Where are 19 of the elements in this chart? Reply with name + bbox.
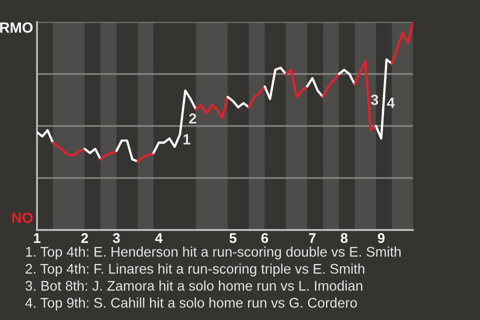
x-tick-label: 6 xyxy=(261,233,268,243)
annotation: 3 xyxy=(370,94,378,105)
x-tick-label: 5 xyxy=(230,233,236,243)
text: NO xyxy=(12,212,33,223)
text: RMO xyxy=(0,22,33,33)
text: 1. Top 4th: E. Henderson hit a run-scoring double vs E. Smith xyxy=(26,246,401,260)
x-tick-label: 8 xyxy=(340,233,348,243)
x-tick-label: 9 xyxy=(378,233,385,243)
text: 4. Top 9th: S. Cahill hit a solo home run vs G. Cordero xyxy=(25,298,357,310)
text: 3. Bot 8th: J. Zamora hit a solo home run vs L. Imodian xyxy=(26,280,362,291)
annotation: 2 xyxy=(189,113,196,124)
x-tick-label: 7 xyxy=(309,233,316,243)
x-tick-label: 1 xyxy=(34,233,40,243)
text: 2. Top 4th: F. Linares hit a run-scoring triple vs E. Smith xyxy=(26,264,364,276)
x-tick-label: 4 xyxy=(155,233,163,243)
x-tick-label: 2 xyxy=(81,233,88,243)
x-tick-label: 3 xyxy=(112,233,120,243)
annotation: 4 xyxy=(386,98,395,108)
annotation: 1 xyxy=(184,134,190,144)
